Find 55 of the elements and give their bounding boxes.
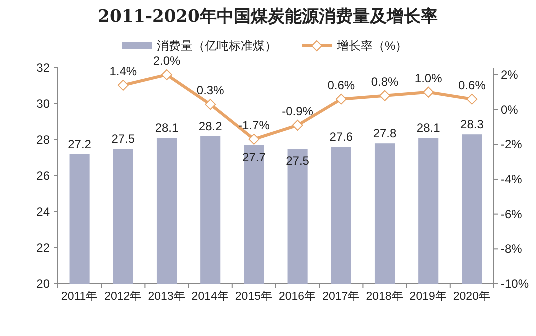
data-label: 2.0%: [153, 54, 181, 68]
x-tick-label: 2014年: [192, 290, 230, 303]
data-label: 28.3: [460, 118, 484, 132]
legend-label: 消费量（亿吨标准煤）: [157, 39, 277, 53]
x-tick-label: 2013年: [148, 290, 186, 303]
data-label: 1.4%: [110, 64, 138, 78]
data-label: -0.9%: [282, 104, 314, 118]
data-label: 28.1: [416, 121, 441, 136]
y-tick-label: 24: [36, 205, 50, 219]
legend-label: 增长率（%）: [336, 39, 408, 53]
point: [118, 80, 129, 91]
x-tick-label: 2019年: [410, 290, 448, 303]
y2-tick-label: -2%: [501, 138, 523, 152]
x-tick-label: 2015年: [235, 290, 273, 303]
y-tick-label: 22: [36, 241, 50, 255]
point: [336, 94, 347, 105]
point: [292, 120, 304, 131]
y-tick-label: 20: [36, 277, 50, 291]
point: [423, 86, 434, 98]
point: [466, 94, 478, 105]
data-label: 0.6%: [328, 78, 356, 92]
point: [248, 134, 260, 145]
y-tick-label: 26: [36, 169, 50, 183]
x-tick-label: 2016年: [279, 290, 317, 303]
point: [162, 69, 172, 80]
data-label: 0.3%: [196, 84, 225, 98]
data-label: 28.1: [155, 121, 179, 136]
y2-tick-label: -8%: [501, 242, 523, 256]
point: [205, 99, 216, 110]
data-label: 27.2: [68, 137, 92, 152]
y2-tick-label: 0%: [501, 102, 519, 117]
data-label: 28.2: [198, 119, 223, 134]
data-label: 27.7: [242, 150, 266, 164]
x-tick-label: 2018年: [366, 290, 404, 303]
x-tick-label: 2012年: [104, 290, 142, 303]
chart-title: 2011-2020年中国煤炭能源消费量及增长率: [98, 7, 438, 27]
y-tick-label: 30: [36, 97, 50, 111]
y2-tick-label: -6%: [501, 207, 523, 222]
data-label: -1.7%: [238, 118, 270, 132]
x-tick-label: 2017年: [322, 290, 360, 303]
data-label: 27.5: [286, 154, 310, 168]
y-tick-label: 32: [36, 61, 50, 75]
data-label: 27.8: [373, 126, 397, 141]
data-label: 1.0%: [414, 71, 443, 86]
x-tick-label: 2020年: [453, 290, 491, 303]
y2-tick-label: 2%: [501, 68, 519, 82]
data-label: 0.6%: [458, 78, 486, 92]
data-label: 27.5: [112, 132, 136, 146]
x-tick-label: 2011年: [61, 290, 98, 303]
point: [380, 90, 390, 102]
y2-tick-label: -10%: [501, 277, 530, 291]
y-tick-label: 28: [36, 133, 50, 147]
data-label: 27.6: [330, 130, 354, 144]
data-label: 0.8%: [371, 74, 399, 89]
y2-tick-label: -4%: [501, 172, 523, 186]
